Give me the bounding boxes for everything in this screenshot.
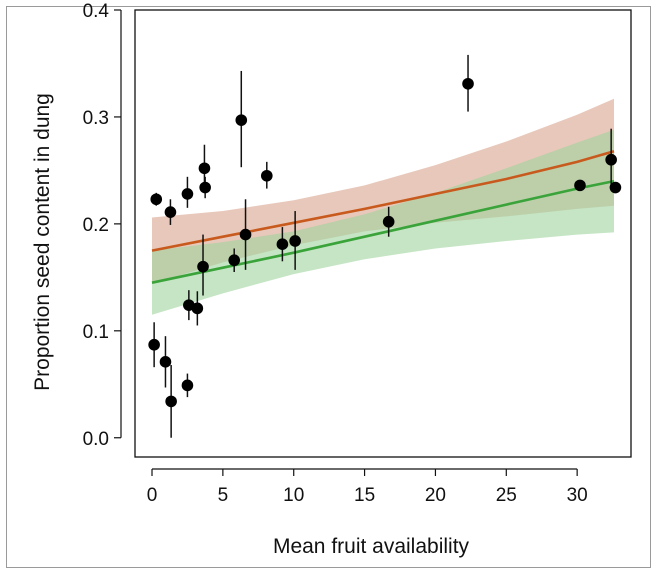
data-point-3 [159,356,172,368]
y-tick-label-1: 0.1 [83,322,109,343]
data-point-2 [150,193,163,206]
data-point-22 [605,153,617,166]
data-point-14 [235,114,248,126]
x-tick-label-4: 20 [425,485,446,506]
data-point-6 [181,379,194,392]
x-tick-label-5: 25 [496,485,517,506]
x-axis: 0 5 10 15 20 25 30 [147,468,588,506]
y-tick-label-3: 0.3 [83,108,109,129]
x-tick-label-2: 10 [283,485,304,506]
data-point-11 [198,162,211,175]
data-point-23 [609,181,622,194]
confidence-bands [152,98,614,315]
data-point-5 [165,395,177,408]
y-axis-title: Proportion seed content in dung [31,93,54,391]
data-point-20 [462,77,474,90]
x-tick-label-6: 30 [567,485,588,506]
data-point-12 [199,181,211,194]
y-axis: 0.0 0.1 0.2 0.3 0.4 [83,1,122,450]
data-point-4 [164,206,177,218]
data-point-16 [260,169,273,182]
x-tick-label-3: 15 [354,485,375,506]
x-tick-label-1: 5 [218,485,229,506]
data-point-10 [197,260,209,273]
y-tick-label-4: 0.4 [83,1,110,22]
data-point-18 [289,235,301,247]
data-point-9 [191,302,204,315]
y-tick-label-0: 0.0 [83,429,109,450]
data-point-19 [382,215,395,228]
data-point-17 [276,238,289,250]
figure-frame [6,6,651,568]
fit-line-1 [151,149,615,252]
x-axis-title: Mean fruit availability [273,535,470,558]
data-point-7 [181,188,194,200]
data-point-13 [228,254,240,267]
data-points [148,77,622,408]
data-point-21 [574,179,586,192]
x-tick-label-0: 0 [147,485,158,506]
data-point-1 [148,338,160,351]
plot-area-border [134,9,632,458]
y-tick-label-2: 0.2 [83,215,109,236]
data-point-15 [239,228,252,241]
